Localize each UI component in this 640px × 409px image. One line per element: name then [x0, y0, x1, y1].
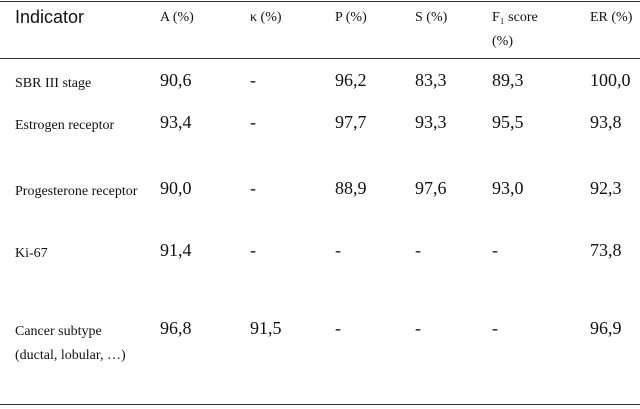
cell-value: 92,3	[590, 178, 622, 198]
row-label: Ki-67	[15, 246, 48, 261]
column-header: S (%)	[415, 10, 448, 25]
cell-value: 93,8	[590, 112, 622, 132]
cell-value: 90,6	[160, 70, 192, 90]
column-header: P (%)	[335, 10, 367, 25]
top-rule	[0, 1, 640, 2]
cell-value: 91,5	[250, 318, 282, 338]
cell-value: -	[250, 178, 256, 198]
column-header: F₁ score (%)	[492, 10, 538, 49]
column-header: Indicator	[15, 7, 85, 27]
cell-value: 83,3	[415, 70, 447, 90]
cell-value: 91,4	[160, 240, 192, 260]
row-label: SBR III stage	[15, 76, 92, 91]
cell-value: 96,9	[590, 318, 622, 338]
cell-value: -	[250, 112, 256, 132]
cell-value: 93,4	[160, 112, 192, 132]
cell-value: 97,6	[415, 178, 447, 198]
cell-value: 73,8	[590, 240, 622, 260]
row-label: Estrogen receptor	[15, 118, 115, 133]
column-header: A (%)	[160, 10, 194, 25]
cell-value: 97,7	[335, 112, 367, 132]
row-label: Cancer subtype (ductal, lobular, …)	[15, 324, 126, 363]
bottom-rule	[0, 404, 640, 405]
cell-value: 95,5	[492, 112, 524, 132]
cell-value: 90,0	[160, 178, 192, 198]
cell-value: 93,3	[415, 112, 447, 132]
cell-value: 89,3	[492, 70, 524, 90]
cell-value: -	[250, 70, 256, 90]
cell-value: -	[492, 318, 498, 338]
cell-value: -	[492, 240, 498, 260]
cell-value: 93,0	[492, 178, 524, 198]
cell-value: -	[250, 240, 256, 260]
cell-value: -	[415, 240, 421, 260]
cell-value: 96,8	[160, 318, 192, 338]
cell-value: -	[335, 318, 341, 338]
cell-value: -	[415, 318, 421, 338]
cell-value: 96,2	[335, 70, 367, 90]
cell-value: 88,9	[335, 178, 367, 198]
header-rule	[0, 58, 640, 59]
column-header: ER (%)	[590, 10, 633, 25]
cell-value: 100,0	[590, 70, 631, 90]
cell-value: -	[335, 240, 341, 260]
row-label: Progesterone receptor	[15, 184, 138, 199]
column-header: κ (%)	[250, 10, 282, 25]
